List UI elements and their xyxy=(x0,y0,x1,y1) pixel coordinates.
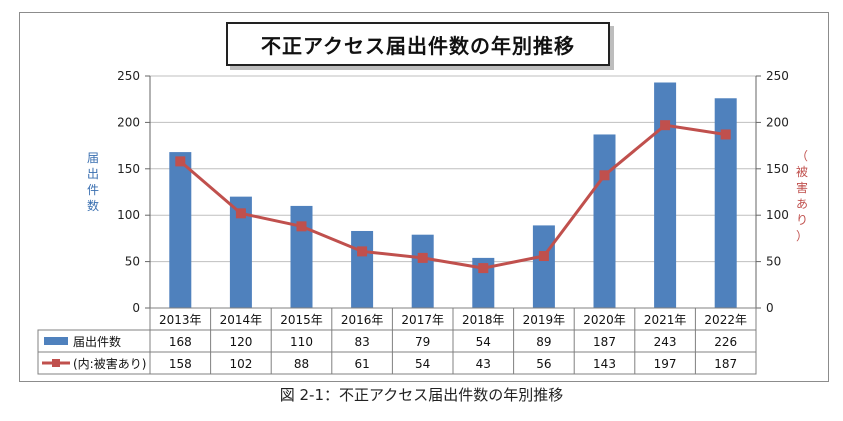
x-tick-label: 2014年 xyxy=(220,313,263,327)
y2-axis-label-char: あ xyxy=(795,197,808,211)
line-point xyxy=(175,156,186,167)
legend-label: 届出件数 xyxy=(73,334,121,349)
data-label: 43 xyxy=(476,357,491,371)
y-axis-label: 届出件数 xyxy=(86,150,100,214)
y-tick-label: 150 xyxy=(117,162,140,176)
bar xyxy=(593,134,616,308)
x-tick-label: 2021年 xyxy=(644,313,687,327)
bar xyxy=(714,98,737,308)
table-row xyxy=(37,351,757,375)
data-label: 120 xyxy=(229,335,252,349)
line-point xyxy=(357,246,368,257)
x-tick-label: 2019年 xyxy=(523,313,566,327)
legend-swatch-bar xyxy=(44,337,68,345)
data-label: 102 xyxy=(229,357,252,371)
y2-axis-label-char: り xyxy=(795,213,808,227)
data-label: 54 xyxy=(476,335,491,349)
y-tick-label: 50 xyxy=(125,255,140,269)
data-table: 2013年 2014年 2015年 2016年 2017年 2018年 2019年 2020年… xyxy=(37,307,757,375)
bar xyxy=(351,230,374,308)
chart-title-box: 不正アクセス届出件数の年別推移 xyxy=(226,22,610,66)
x-tick-label: 2018年 xyxy=(462,313,505,327)
y2-axis-label-char: （ xyxy=(795,149,808,163)
data-label: 88 xyxy=(294,357,309,371)
y2-tick-label: 150 xyxy=(766,162,789,176)
axes: 0 0 50 50 100 100 150 150 200 200 250 250 xyxy=(117,69,789,315)
line-point xyxy=(235,208,246,219)
line-point xyxy=(478,263,489,274)
line-point xyxy=(296,221,307,232)
data-label: 89 xyxy=(536,335,551,349)
y2-axis-label: （ 被害あり ） xyxy=(795,148,809,244)
data-label: 79 xyxy=(415,335,430,349)
data-label: 168 xyxy=(169,335,192,349)
y2-tick-label: 200 xyxy=(766,115,789,129)
data-label: 110 xyxy=(290,335,313,349)
bar xyxy=(532,225,555,308)
legend-label: (内:被害あり) xyxy=(73,356,146,371)
line-series-path xyxy=(179,123,726,270)
x-tick-label: 2015年 xyxy=(280,313,323,327)
line-point xyxy=(538,251,549,262)
data-label: 226 xyxy=(714,335,737,349)
table-row xyxy=(37,329,757,353)
data-label: 143 xyxy=(593,357,616,371)
legend-swatch-marker xyxy=(52,359,60,367)
bar xyxy=(229,196,252,308)
data-label: 187 xyxy=(714,357,737,371)
y-tick-label: 250 xyxy=(117,69,140,83)
bar xyxy=(654,82,677,308)
y2-tick-label: 250 xyxy=(766,69,789,83)
bar xyxy=(290,205,313,308)
y2-tick-label: 0 xyxy=(766,301,774,315)
line-point xyxy=(720,129,731,140)
chart-frame xyxy=(19,12,829,382)
y2-axis-label-char: ） xyxy=(795,229,808,243)
bar xyxy=(472,257,495,308)
x-tick-label: 2017年 xyxy=(401,313,444,327)
data-label: 54 xyxy=(415,357,430,371)
y-axis-label-char: 届 xyxy=(86,151,99,165)
bar xyxy=(411,234,434,308)
line-point xyxy=(660,120,671,131)
chart-title: 不正アクセス届出件数の年別推移 xyxy=(261,33,575,58)
data-label: 61 xyxy=(354,357,369,371)
y2-tick-label: 100 xyxy=(766,208,789,222)
y-axis-label-char: 件 xyxy=(86,183,99,197)
data-label: 83 xyxy=(354,335,369,349)
y2-axis-label-char: 害 xyxy=(795,181,808,195)
y2-tick-label: 50 xyxy=(766,255,781,269)
y-tick-label: 0 xyxy=(132,301,140,315)
y-axis-label-char: 数 xyxy=(86,199,99,213)
line-point xyxy=(417,252,428,263)
data-label: 187 xyxy=(593,335,616,349)
line-series xyxy=(175,120,731,274)
data-label: 56 xyxy=(536,357,551,371)
y2-axis-label-char: 被 xyxy=(795,165,808,179)
y-tick-label: 200 xyxy=(117,115,140,129)
bar xyxy=(169,152,192,308)
data-label: 158 xyxy=(169,357,192,371)
data-label: 197 xyxy=(654,357,677,371)
x-tick-label: 2013年 xyxy=(159,313,202,327)
x-tick-label: 2020年 xyxy=(583,313,626,327)
y-axis-label-char: 出 xyxy=(86,167,99,181)
figure-caption: 図 2-1：不正アクセス届出件数の年別推移 xyxy=(279,386,564,404)
bar-series xyxy=(169,82,737,308)
data-label: 243 xyxy=(654,335,677,349)
x-tick-label: 2016年 xyxy=(341,313,384,327)
x-tick-label: 2022年 xyxy=(704,313,747,327)
y-tick-label: 100 xyxy=(117,208,140,222)
line-point xyxy=(599,170,610,181)
